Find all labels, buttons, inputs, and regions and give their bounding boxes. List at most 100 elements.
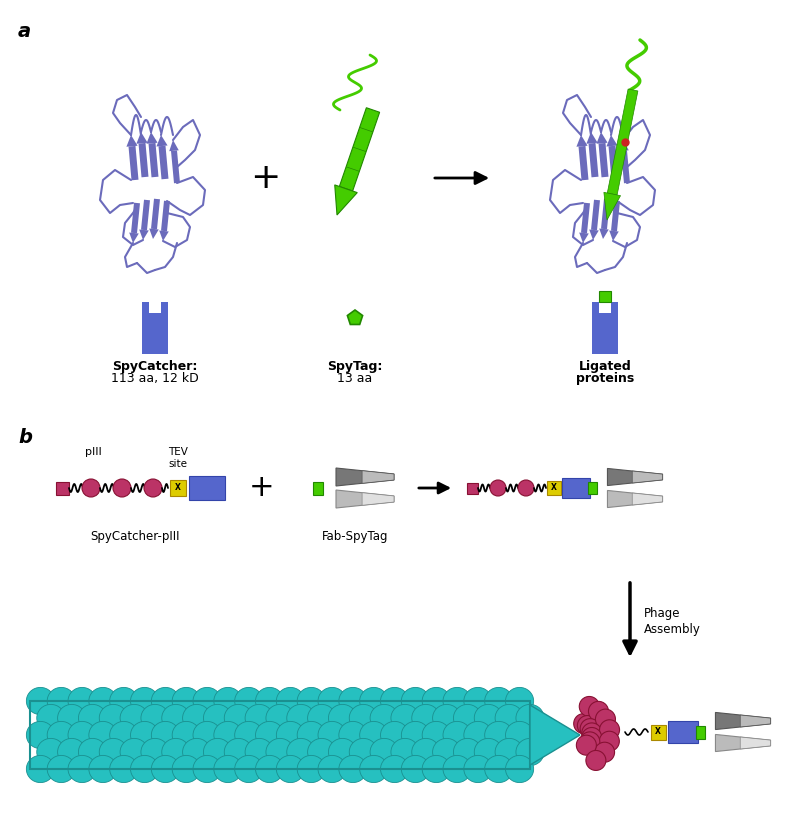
- Circle shape: [579, 696, 599, 717]
- Polygon shape: [131, 203, 140, 233]
- Ellipse shape: [318, 687, 346, 715]
- Ellipse shape: [26, 755, 54, 783]
- Polygon shape: [740, 737, 770, 749]
- Ellipse shape: [360, 722, 388, 748]
- Text: X: X: [655, 727, 661, 737]
- Polygon shape: [632, 471, 662, 483]
- Circle shape: [582, 723, 602, 743]
- Ellipse shape: [47, 755, 75, 783]
- Text: +: +: [250, 161, 280, 195]
- Ellipse shape: [412, 705, 440, 732]
- Ellipse shape: [172, 722, 200, 748]
- Text: Phage
Assembly: Phage Assembly: [644, 607, 701, 637]
- Ellipse shape: [495, 738, 523, 766]
- FancyBboxPatch shape: [55, 482, 69, 494]
- Ellipse shape: [193, 722, 221, 748]
- Ellipse shape: [266, 738, 294, 766]
- Ellipse shape: [120, 705, 148, 732]
- Text: Ligated: Ligated: [578, 360, 631, 373]
- Ellipse shape: [276, 687, 305, 715]
- Ellipse shape: [464, 687, 492, 715]
- Ellipse shape: [78, 705, 106, 732]
- Polygon shape: [715, 712, 770, 730]
- Polygon shape: [597, 132, 607, 143]
- Polygon shape: [740, 715, 770, 727]
- Ellipse shape: [308, 705, 336, 732]
- Polygon shape: [170, 140, 178, 151]
- Circle shape: [574, 714, 594, 733]
- Polygon shape: [611, 201, 620, 232]
- Ellipse shape: [276, 722, 305, 748]
- Text: SpyCatcher:: SpyCatcher:: [112, 360, 198, 373]
- FancyBboxPatch shape: [313, 482, 323, 494]
- Polygon shape: [591, 200, 600, 230]
- Text: SpyCatcher-pIII: SpyCatcher-pIII: [90, 530, 180, 543]
- Polygon shape: [607, 491, 662, 508]
- Circle shape: [113, 479, 131, 497]
- Ellipse shape: [412, 738, 440, 766]
- Polygon shape: [159, 231, 169, 241]
- Polygon shape: [578, 146, 589, 180]
- Ellipse shape: [255, 755, 284, 783]
- Ellipse shape: [506, 722, 534, 748]
- Polygon shape: [171, 150, 180, 183]
- Ellipse shape: [286, 738, 315, 766]
- Ellipse shape: [99, 738, 127, 766]
- Polygon shape: [530, 705, 580, 765]
- Ellipse shape: [120, 738, 148, 766]
- Polygon shape: [607, 89, 638, 195]
- Ellipse shape: [110, 722, 138, 748]
- Polygon shape: [150, 228, 158, 239]
- FancyBboxPatch shape: [668, 721, 698, 743]
- Ellipse shape: [203, 738, 231, 766]
- Circle shape: [595, 709, 615, 729]
- Polygon shape: [599, 228, 609, 239]
- Ellipse shape: [297, 687, 326, 715]
- Ellipse shape: [255, 722, 284, 748]
- Ellipse shape: [474, 705, 502, 732]
- Ellipse shape: [329, 705, 357, 732]
- Ellipse shape: [339, 755, 367, 783]
- Ellipse shape: [224, 738, 252, 766]
- Ellipse shape: [433, 738, 461, 766]
- Ellipse shape: [464, 722, 492, 748]
- Ellipse shape: [318, 755, 346, 783]
- Polygon shape: [137, 132, 147, 143]
- Ellipse shape: [58, 738, 86, 766]
- Ellipse shape: [68, 722, 96, 748]
- Ellipse shape: [245, 705, 274, 732]
- Ellipse shape: [329, 738, 357, 766]
- Ellipse shape: [381, 687, 409, 715]
- Ellipse shape: [516, 705, 544, 732]
- Polygon shape: [158, 146, 169, 180]
- Ellipse shape: [422, 755, 450, 783]
- Ellipse shape: [370, 738, 398, 766]
- Ellipse shape: [360, 755, 388, 783]
- Ellipse shape: [443, 687, 471, 715]
- Ellipse shape: [495, 705, 523, 732]
- Polygon shape: [606, 135, 618, 147]
- Ellipse shape: [443, 722, 471, 748]
- Ellipse shape: [89, 755, 117, 783]
- Polygon shape: [586, 132, 598, 143]
- Polygon shape: [581, 203, 590, 233]
- Polygon shape: [334, 185, 358, 215]
- Ellipse shape: [224, 705, 252, 732]
- Ellipse shape: [381, 755, 409, 783]
- Text: pIII: pIII: [85, 447, 102, 457]
- Ellipse shape: [422, 687, 450, 715]
- Ellipse shape: [130, 722, 158, 748]
- Polygon shape: [610, 231, 618, 241]
- Ellipse shape: [443, 755, 471, 783]
- Polygon shape: [149, 143, 158, 177]
- Polygon shape: [130, 232, 138, 243]
- Polygon shape: [589, 143, 598, 177]
- Circle shape: [586, 750, 606, 770]
- Ellipse shape: [234, 722, 263, 748]
- FancyBboxPatch shape: [592, 302, 618, 354]
- Polygon shape: [362, 471, 394, 483]
- Circle shape: [589, 701, 609, 722]
- Polygon shape: [619, 140, 629, 151]
- Ellipse shape: [141, 738, 169, 766]
- Ellipse shape: [151, 687, 179, 715]
